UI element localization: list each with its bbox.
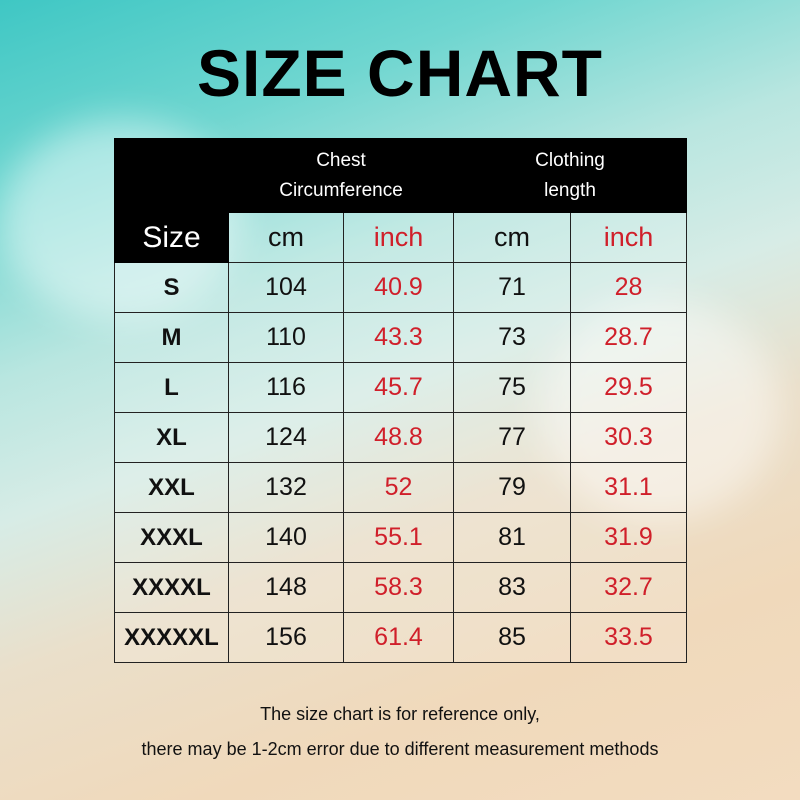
header-chest: Chest Circumference — [227, 138, 455, 213]
header-size: Size — [114, 212, 229, 263]
cell-length-cm: 71 — [453, 262, 572, 313]
cell-length-inch: 30.3 — [570, 412, 688, 463]
cell-size: XXL — [114, 462, 229, 513]
cell-size: XXXXXL — [114, 612, 229, 663]
unit-inch: inch — [342, 212, 455, 263]
cell-length-inch: 32.7 — [570, 562, 688, 613]
unit-cm: cm — [228, 212, 344, 263]
cell-chest-inch: 43.3 — [342, 312, 455, 363]
cell-chest-inch: 48.8 — [342, 412, 455, 463]
cell-size: M — [114, 312, 229, 363]
cell-length-inch: 31.1 — [570, 462, 688, 513]
cell-chest-inch: 45.7 — [342, 362, 455, 413]
cell-chest-inch: 58.3 — [342, 562, 455, 613]
cell-chest-cm: 110 — [228, 312, 344, 363]
cell-size: XL — [114, 412, 229, 463]
unit-inch: inch — [570, 212, 688, 263]
cell-length-cm: 83 — [453, 562, 572, 613]
table-row: M 110 43.3 73 28.7 — [114, 312, 688, 363]
cell-chest-cm: 140 — [228, 512, 344, 563]
cell-chest-cm: 124 — [228, 412, 344, 463]
cell-length-cm: 79 — [453, 462, 572, 513]
cell-length-inch: 31.9 — [570, 512, 688, 563]
cell-length-cm: 85 — [453, 612, 572, 663]
header-length: Clothing length — [453, 138, 688, 213]
cell-length-inch: 28.7 — [570, 312, 688, 363]
table-row: XXL 132 52 79 31.1 — [114, 462, 688, 513]
table-row: XXXXL 148 58.3 83 32.7 — [114, 562, 688, 613]
cell-chest-cm: 156 — [228, 612, 344, 663]
cell-size: XXXL — [114, 512, 229, 563]
table-row: XXXL 140 55.1 81 31.9 — [114, 512, 688, 563]
cell-size: L — [114, 362, 229, 413]
header-row: Chest Circumference Clothing length — [114, 138, 688, 213]
cell-length-inch: 29.5 — [570, 362, 688, 413]
cell-chest-cm: 116 — [228, 362, 344, 413]
cell-length-inch: 28 — [570, 262, 688, 313]
cell-chest-inch: 55.1 — [342, 512, 455, 563]
cell-chest-cm: 148 — [228, 562, 344, 613]
unit-row: Size cm inch cm inch — [114, 212, 688, 263]
unit-cm: cm — [453, 212, 572, 263]
cell-chest-inch: 40.9 — [342, 262, 455, 313]
size-table: Chest Circumference Clothing length Size… — [114, 138, 688, 663]
footer-note-1: The size chart is for reference only, — [260, 704, 540, 724]
table-row: S 104 40.9 71 28 — [114, 262, 688, 313]
cell-length-cm: 77 — [453, 412, 572, 463]
table-row: XXXXXL 156 61.4 85 33.5 — [114, 612, 688, 663]
cell-length-cm: 75 — [453, 362, 572, 413]
cell-chest-cm: 104 — [228, 262, 344, 313]
cell-size: XXXXL — [114, 562, 229, 613]
footer-note-2: there may be 1-2cm error due to differen… — [141, 739, 659, 759]
cell-length-cm: 73 — [453, 312, 572, 363]
table-row: L 116 45.7 75 29.5 — [114, 362, 688, 413]
cell-chest-inch: 61.4 — [342, 612, 455, 663]
cell-length-cm: 81 — [453, 512, 572, 563]
cell-size: S — [114, 262, 229, 313]
table-row: XL 124 48.8 77 30.3 — [114, 412, 688, 463]
header-blank — [114, 138, 229, 213]
cell-chest-inch: 52 — [342, 462, 455, 513]
cell-length-inch: 33.5 — [570, 612, 688, 663]
page-title: SIZE CHART — [197, 36, 603, 110]
cell-chest-cm: 132 — [228, 462, 344, 513]
